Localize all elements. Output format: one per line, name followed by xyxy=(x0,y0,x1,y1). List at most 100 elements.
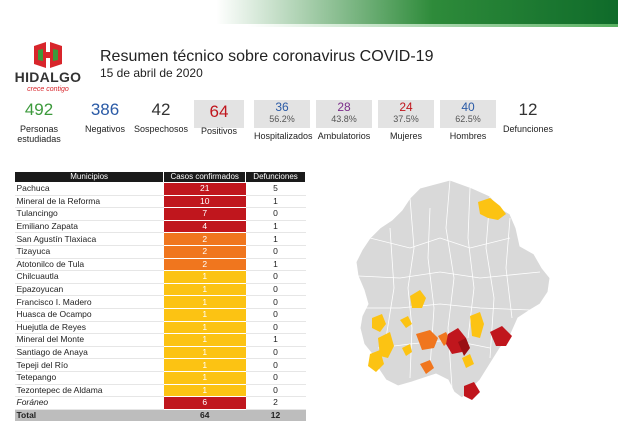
stat-defunciones: 12 Defunciones xyxy=(502,100,554,134)
stat-label: Positivos xyxy=(200,126,237,136)
cases-cell: 1 xyxy=(163,295,246,309)
municipio-name: Tizayuca xyxy=(14,245,164,259)
deaths-cell: 0 xyxy=(245,358,306,372)
stats-row: 492 Personas estudiadas 386 Negativos 42 Sosp… xyxy=(14,100,554,148)
map-san-agustin xyxy=(372,314,386,332)
municipio-name: Chilcuautla xyxy=(14,270,164,284)
table-row: Pachuca 21 5 xyxy=(14,182,306,196)
stat-percent: 37.5% xyxy=(393,114,419,124)
stat-label: Hospitalizados xyxy=(254,131,313,141)
stat-label: Mujeres xyxy=(389,131,422,141)
stat-value: 42 xyxy=(151,100,171,119)
deaths-cell: 1 xyxy=(245,258,306,272)
table-row: Tetepango 1 0 xyxy=(14,371,306,385)
stat-label: Hombres xyxy=(449,131,487,141)
cases-cell: 1 xyxy=(163,270,246,284)
stat-label: Negativos xyxy=(84,124,126,134)
municipio-name: Tezontepec de Aldama xyxy=(14,384,164,398)
stat-value: 492 xyxy=(24,100,54,119)
header-municipios: Municipios xyxy=(13,171,165,183)
hidalgo-municipalities-map xyxy=(355,179,551,400)
header-gradient-edge xyxy=(0,24,618,27)
deaths-cell: 1 xyxy=(245,333,306,347)
stat-value: 64 xyxy=(209,102,229,121)
stat-percent: 62.5% xyxy=(455,114,481,124)
stat-hospitalizados: 36 56.2% Hospitalizados xyxy=(254,100,313,141)
deaths-cell: 0 xyxy=(245,270,306,284)
table-row: Tezontepec de Aldama 1 0 xyxy=(14,384,306,398)
table-row: Mineral del Monte 1 1 xyxy=(14,333,306,347)
header-defunciones: Defunciones xyxy=(245,171,306,183)
municipio-name: Tetepango xyxy=(14,371,164,385)
map-chilcuautla xyxy=(410,290,426,308)
municipio-name: Francisco I. Madero xyxy=(14,295,164,309)
cases-cell: 1 xyxy=(163,333,246,347)
cases-cell: 6 xyxy=(163,396,246,410)
table-row: Mineral de la Reforma 10 1 xyxy=(14,195,306,209)
table-row: Francisco I. Madero 1 0 xyxy=(14,295,306,309)
cases-cell: 2 xyxy=(163,258,246,272)
cases-cell: 4 xyxy=(163,220,246,234)
cases-cell: 1 xyxy=(163,384,246,398)
stat-value: 36 xyxy=(275,100,289,114)
map-tula-orange xyxy=(420,360,434,374)
deaths-cell: 5 xyxy=(245,182,306,196)
stat-percent: 43.8% xyxy=(331,114,357,124)
map-tulancingo xyxy=(490,326,512,346)
stat-negativos: 386 Negativos xyxy=(80,100,130,134)
map-emiliano-zapata xyxy=(464,382,480,400)
stat-value: 12 xyxy=(518,100,538,119)
table-row: Chilcuautla 1 0 xyxy=(14,270,306,284)
map-epazoyucan xyxy=(462,354,474,368)
map-tetepango xyxy=(400,316,412,328)
deaths-cell: 0 xyxy=(245,321,306,335)
municipio-name: Santiago de Anaya xyxy=(14,346,164,360)
map-tizayuca xyxy=(416,330,438,350)
cases-cell: 1 xyxy=(163,283,246,297)
cases-cell: 2 xyxy=(163,232,246,246)
stat-positivos: 64 Positivos xyxy=(194,100,244,136)
map-tezontepec xyxy=(378,332,394,358)
stat-value: 24 xyxy=(399,100,413,114)
stat-ambulatorios: 28 43.8% Ambulatorios xyxy=(316,100,372,141)
report-date: 15 de abril de 2020 xyxy=(100,66,203,80)
hidalgo-h-logo-icon xyxy=(34,42,62,68)
deaths-cell: 0 xyxy=(245,283,306,297)
deaths-cell: 0 xyxy=(245,308,306,322)
cases-cell: 21 xyxy=(163,182,246,196)
hidalgo-logo: HIDALGO crece contigo xyxy=(14,42,82,100)
table-row: Tepeji del Río 1 0 xyxy=(14,358,306,372)
table-row: Epazoyucan 1 0 xyxy=(14,283,306,297)
deaths-cell: 0 xyxy=(245,346,306,360)
municipalities-table: Municipios Casos confirmados Defunciones… xyxy=(13,171,306,422)
municipio-name: Huejutla de Reyes xyxy=(14,321,164,335)
map-santiago xyxy=(470,312,484,338)
municipio-name: Mineral de la Reforma xyxy=(14,195,164,209)
municipio-name: Epazoyucan xyxy=(14,283,164,297)
cases-cell: 2 xyxy=(163,245,246,259)
stat-label: Defunciones xyxy=(502,124,554,134)
logo-tagline: crece contigo xyxy=(27,86,69,93)
map-atotonilco xyxy=(368,350,384,372)
map-mineral-reforma xyxy=(458,338,470,356)
table-row: Huasca de Ocampo 1 0 xyxy=(14,308,306,322)
stat-value: 386 xyxy=(90,100,120,119)
stat-label: Sospechosos xyxy=(134,124,189,134)
table-row: San Agustín Tlaxiaca 2 1 xyxy=(14,232,306,246)
stat-value: 40 xyxy=(461,100,475,114)
stat-personas-estudiadas: 492 Personas estudiadas xyxy=(14,100,64,144)
stat-percent: 56.2% xyxy=(269,114,295,124)
municipio-name: Emiliano Zapata xyxy=(14,220,164,234)
municipio-name: Tepeji del Río xyxy=(14,358,164,372)
header-gradient-bar xyxy=(0,0,618,24)
map-francisco xyxy=(402,344,412,356)
stat-sospechosos: 42 Sospechosos xyxy=(134,100,188,134)
stat-mujeres: 24 37.5% Mujeres xyxy=(378,100,434,141)
total-deaths: 12 xyxy=(245,409,306,422)
table-row: Santiago de Anaya 1 0 xyxy=(14,346,306,360)
deaths-cell: 0 xyxy=(245,371,306,385)
deaths-cell: 2 xyxy=(245,396,306,410)
table-row: Tizayuca 2 0 xyxy=(14,245,306,259)
page-title: Resumen técnico sobre coronavirus COVID-… xyxy=(100,48,434,65)
table-header-row: Municipios Casos confirmados Defunciones xyxy=(13,171,306,183)
